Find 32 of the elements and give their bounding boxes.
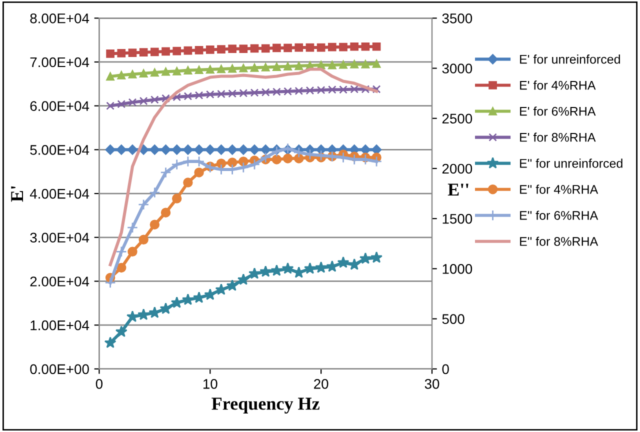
- y2-tick-label: 0: [442, 364, 449, 374]
- legend-label: E'' for unreinforced: [520, 158, 622, 168]
- y2-axis-title: E'': [448, 184, 468, 196]
- y2-tick-label: 3500: [442, 13, 472, 24]
- legend-label: E'' for 4%RHA: [520, 184, 598, 194]
- x-tick-label: 30: [424, 379, 440, 389]
- legend-label: E' for 8%RHA: [520, 132, 596, 142]
- y-tick-label: 8.00E+04: [30, 13, 90, 24]
- y-tick-label: 0.00E+00: [30, 364, 89, 374]
- legend-label: E' for 4%RHA: [520, 80, 596, 90]
- y2-tick-label: 500: [442, 314, 464, 324]
- x-tick-label: 20: [314, 379, 328, 389]
- y-axis-title: E': [11, 186, 23, 202]
- legend-label: E'' for 6%RHA: [520, 210, 598, 220]
- y-tick-label: 5.00E+04: [30, 145, 90, 155]
- legend-label: E' for unreinforced: [520, 54, 620, 64]
- x-axis-title: Frequency Hz: [212, 398, 320, 414]
- y-tick-label: 3.00E+04: [30, 232, 90, 243]
- y2-tick-label: 2500: [442, 114, 472, 124]
- x-tick-label: 10: [203, 379, 218, 389]
- legend-label: E'' for 8%RHA: [520, 236, 598, 246]
- y2-tick-label: 2000: [442, 164, 472, 174]
- y-tick-label: 2.00E+04: [30, 276, 90, 286]
- y-tick-label: 4.00E+04: [30, 188, 90, 199]
- y2-tick-label: 1000: [442, 264, 472, 274]
- y-tick-label: 6.00E+04: [30, 101, 90, 112]
- y2-tick-label: 3000: [442, 64, 472, 74]
- y2-tick-label: 1500: [442, 214, 472, 224]
- x-tick-label: 0: [96, 379, 103, 389]
- y-tick-label: 1.00E+04: [30, 320, 90, 330]
- legend-label: E' for 6%RHA: [520, 106, 596, 116]
- y-tick-label: 7.00E+04: [30, 57, 90, 68]
